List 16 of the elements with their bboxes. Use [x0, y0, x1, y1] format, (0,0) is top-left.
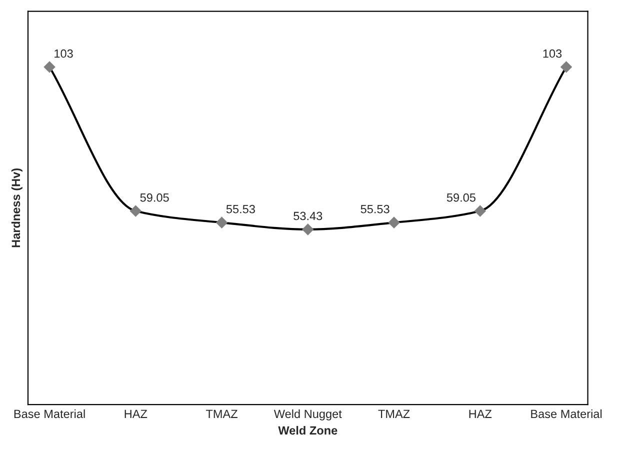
data-label: 103 [54, 49, 73, 58]
y-axis-title: Hardness (Hv) [11, 168, 22, 248]
data-label: 103 [543, 49, 562, 58]
data-label: 59.05 [446, 193, 476, 202]
data-label: 55.53 [360, 204, 390, 214]
data-label: 55.53 [226, 204, 255, 214]
x-tick-label: HAZ [469, 410, 492, 418]
x-tick-label: Weld Nugget [274, 409, 342, 420]
x-axis-title: Weld Zone [278, 426, 338, 435]
x-tick-label: HAZ [124, 410, 148, 418]
data-label: 59.05 [140, 193, 169, 202]
x-tick-label: Base Material [531, 409, 602, 418]
x-tick-label: TMAZ [378, 410, 410, 418]
data-label: 53.43 [294, 212, 322, 220]
x-tick-label: Base Material [14, 409, 85, 418]
x-tick-label: TMAZ [206, 410, 238, 418]
